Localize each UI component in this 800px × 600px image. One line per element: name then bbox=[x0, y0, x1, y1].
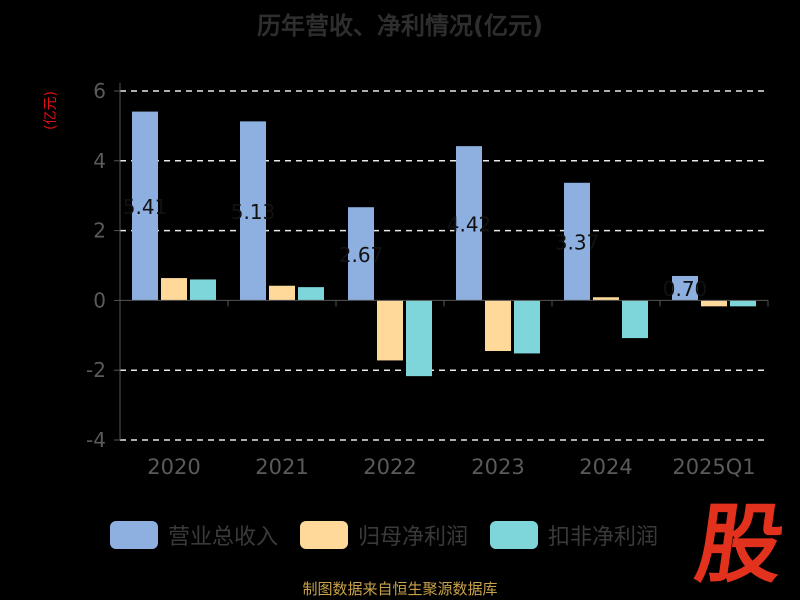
bar bbox=[269, 285, 295, 301]
legend-item-revenue[interactable]: 营业总收入 bbox=[110, 519, 278, 551]
x-tick-label: 2025Q1 bbox=[672, 455, 755, 479]
y-tick-label: 6 bbox=[93, 79, 106, 103]
bar bbox=[348, 207, 374, 301]
data-label: 0.70 bbox=[663, 277, 708, 301]
data-label: 5.41 bbox=[123, 195, 168, 219]
bar bbox=[564, 182, 590, 301]
brand-logo-glyph: 股 bbox=[689, 495, 791, 595]
y-tick-label: -2 bbox=[86, 358, 106, 382]
legend-swatch-deducted-profit bbox=[490, 521, 539, 549]
legend-swatch-net-profit bbox=[300, 521, 349, 549]
bar bbox=[377, 300, 403, 361]
y-tick-label: 0 bbox=[93, 288, 106, 312]
data-label: 4.42 bbox=[447, 212, 492, 236]
bar bbox=[456, 146, 482, 301]
bar bbox=[485, 300, 511, 352]
bar bbox=[622, 300, 648, 339]
bar bbox=[190, 279, 216, 301]
data-label: 2.67 bbox=[339, 243, 384, 267]
y-tick-label: -4 bbox=[86, 428, 106, 452]
bar bbox=[132, 111, 158, 301]
legend-label-deducted-profit: 扣非净利润 bbox=[548, 525, 659, 550]
legend-label-revenue: 营业总收入 bbox=[168, 525, 279, 550]
x-tick-label: 2023 bbox=[471, 455, 524, 479]
legend-label-net-profit: 归母净利润 bbox=[358, 525, 469, 550]
bar bbox=[672, 275, 698, 301]
bar bbox=[298, 287, 324, 301]
bar bbox=[514, 300, 540, 354]
bar bbox=[161, 278, 187, 301]
x-tick-label: 2020 bbox=[147, 455, 200, 479]
data-label: 5.13 bbox=[231, 200, 276, 224]
legend-swatch-revenue bbox=[110, 521, 158, 549]
chart-title: 历年营收、净利情况(亿元) bbox=[257, 12, 543, 40]
chart-legend: 营业总收入 归母净利润 扣非净利润 bbox=[110, 518, 680, 552]
bar bbox=[406, 300, 432, 377]
data-source-footer: 制图数据来自恒生聚源数据库 bbox=[302, 580, 498, 598]
x-tick-label: 2022 bbox=[363, 455, 416, 479]
legend-item-deducted-profit[interactable]: 扣非净利润 bbox=[490, 519, 658, 551]
data-label: 3.37 bbox=[555, 231, 600, 255]
bar bbox=[730, 300, 756, 307]
x-tick-label: 2021 bbox=[255, 455, 308, 479]
legend-item-net-profit[interactable]: 归母净利润 bbox=[300, 519, 468, 551]
x-tick-label: 2024 bbox=[579, 455, 632, 479]
y-tick-label: 4 bbox=[93, 149, 106, 173]
bar bbox=[701, 300, 727, 307]
brand-logo: 股 bbox=[688, 495, 792, 595]
y-tick-label: 2 bbox=[93, 219, 106, 243]
bar bbox=[240, 121, 266, 301]
bar bbox=[593, 297, 619, 301]
